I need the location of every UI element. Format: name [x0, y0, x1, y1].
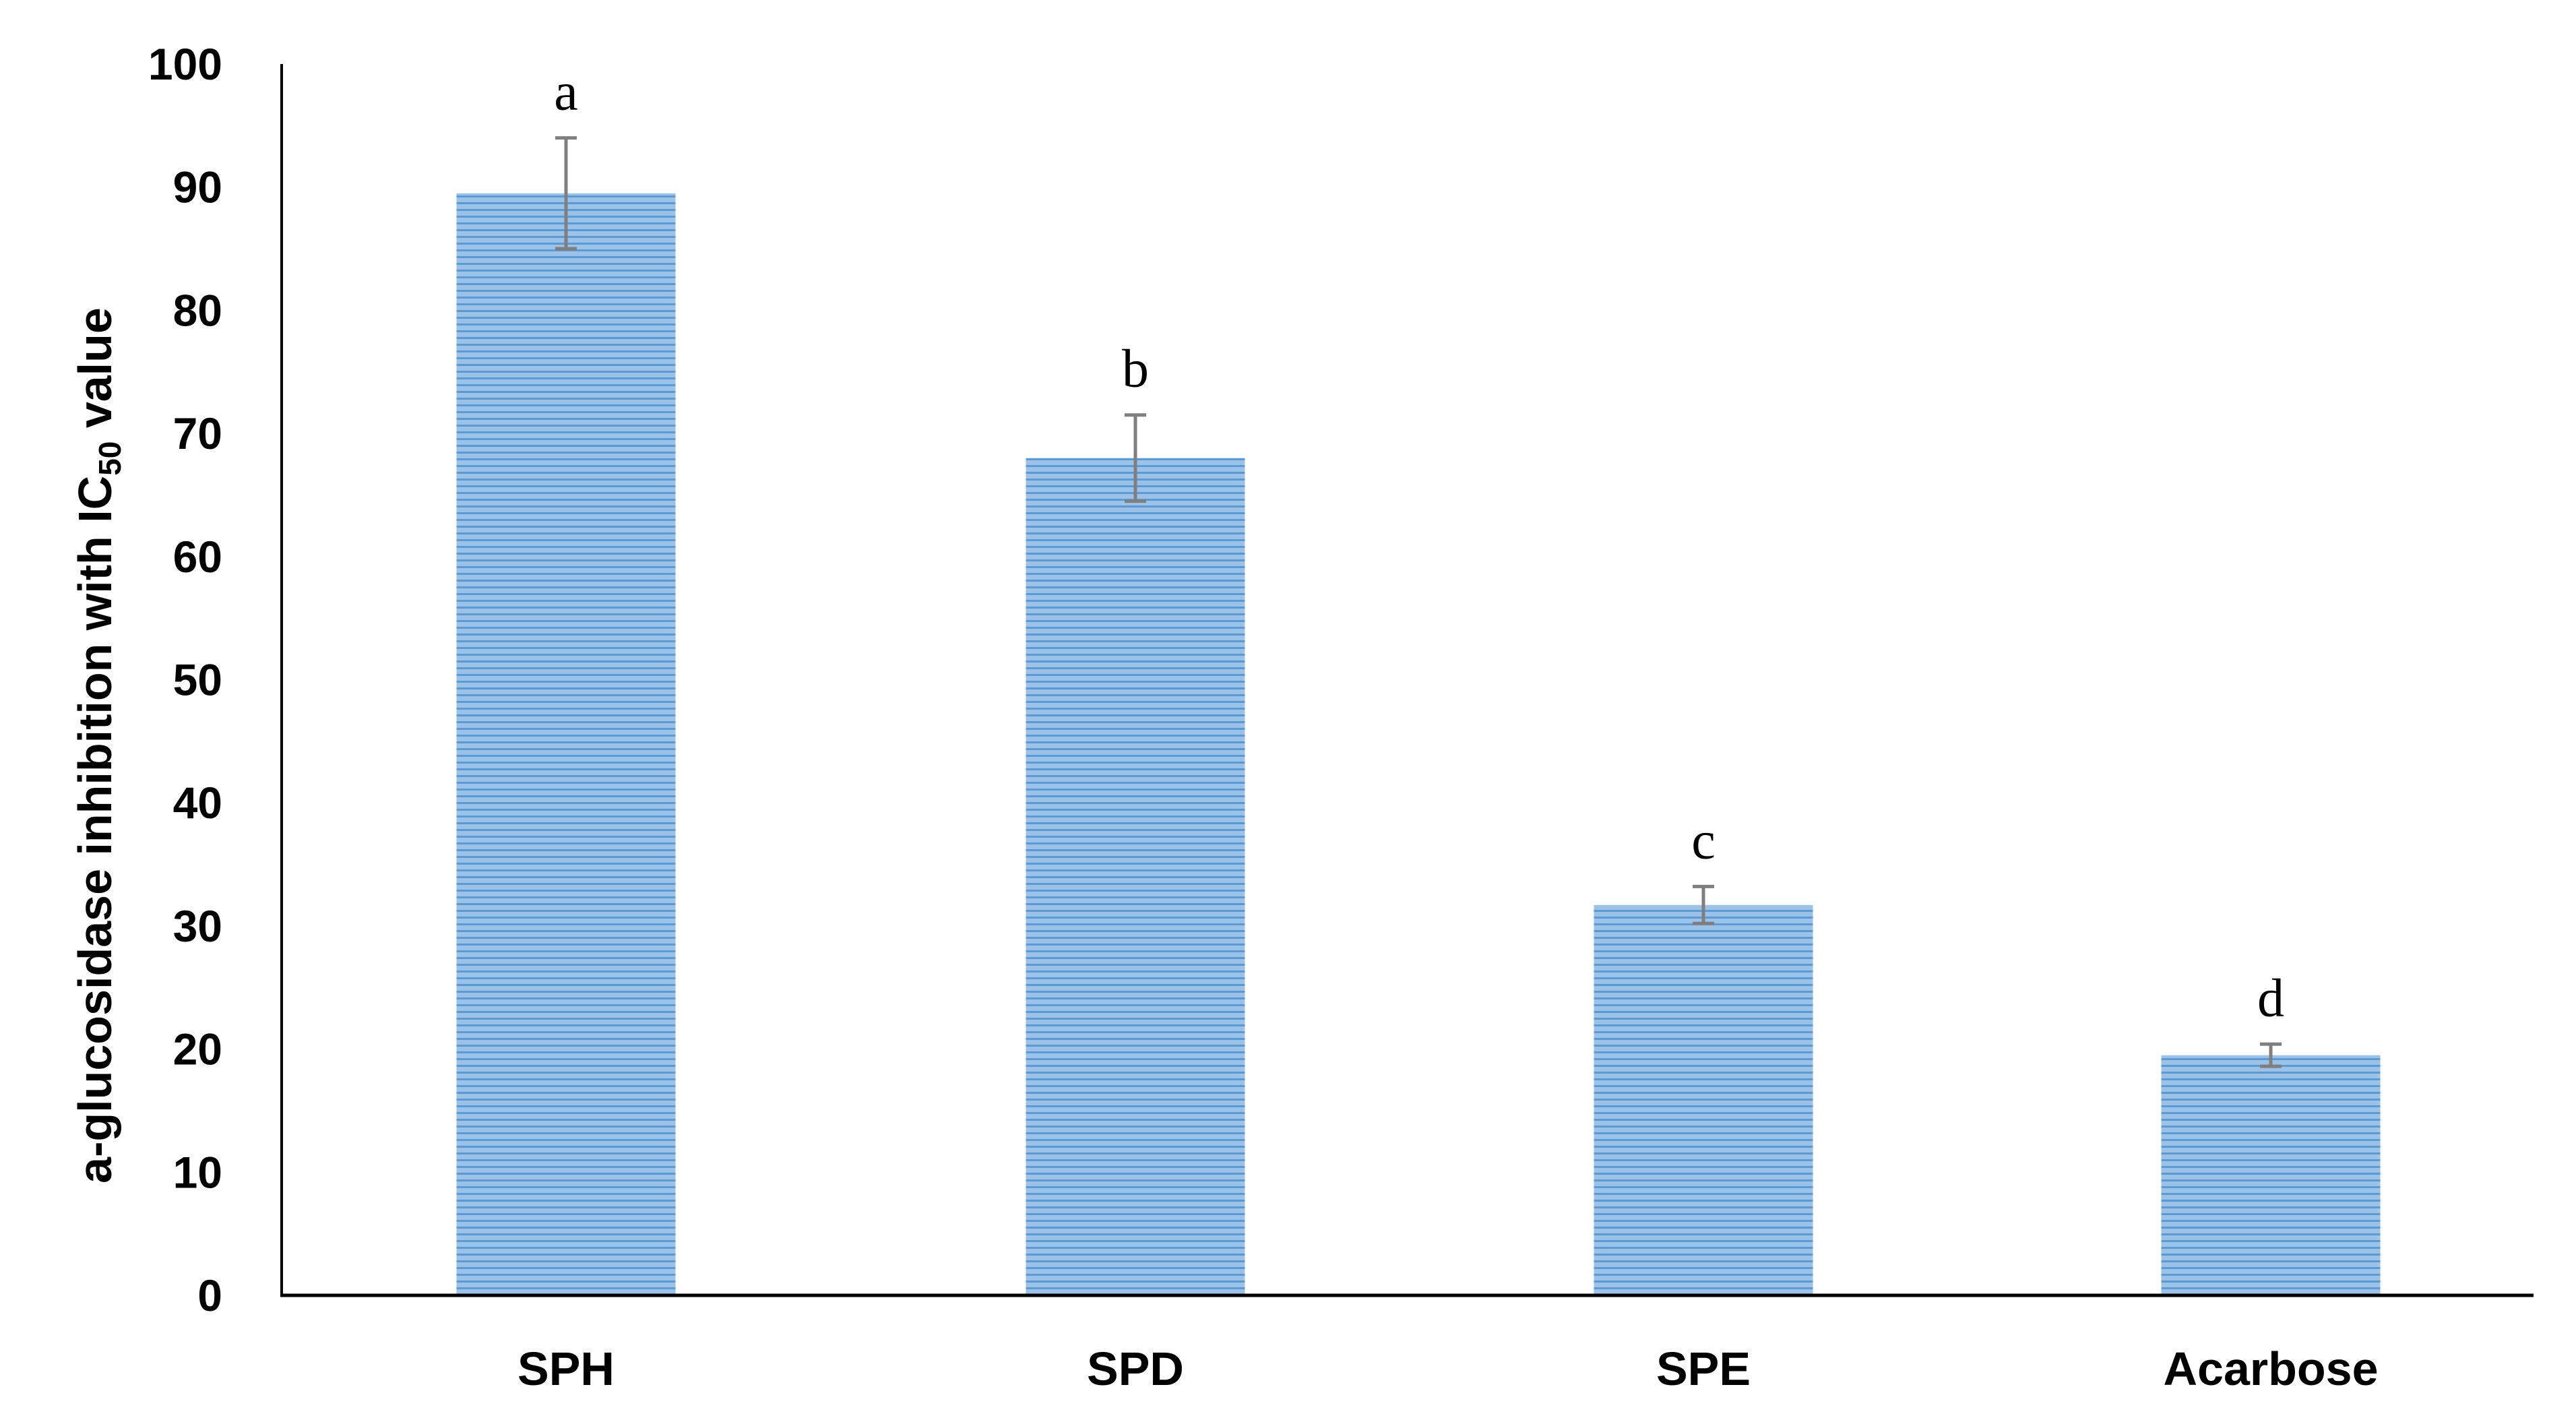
y-tick-label: 0 [197, 1270, 222, 1320]
y-tick-label: 40 [173, 778, 222, 828]
bar [2161, 1055, 2381, 1295]
significance-label: b [1122, 340, 1149, 399]
error-bar [2260, 1042, 2282, 1068]
error-bar [1693, 884, 1714, 925]
y-tick-label: 10 [173, 1147, 222, 1197]
x-category-label: SPE [1656, 1343, 1751, 1395]
y-tick-label: 30 [173, 901, 222, 951]
significance-label: c [1691, 811, 1716, 870]
y-axis-ticks: 0 10 20 30 40 50 60 70 80 90 100 [148, 39, 222, 1320]
error-bar [555, 136, 577, 251]
y-tick-label: 70 [173, 408, 222, 458]
y-tick-label: 80 [173, 285, 222, 335]
significance-label: d [2257, 968, 2284, 1028]
x-axis-categories: SPH SPD SPE Acarbose [517, 1343, 2378, 1395]
significance-labels: a b c d [554, 63, 2284, 1028]
y-tick-label: 90 [173, 162, 222, 212]
bar [1594, 904, 1813, 1295]
bar [456, 193, 676, 1296]
y-axis-title: a-glucosidase inhibition with IC50 value [69, 307, 127, 1183]
y-tick-label: 100 [148, 39, 222, 89]
error-bar [1125, 413, 1146, 503]
bar [1026, 458, 1245, 1295]
x-category-label: Acarbose [2163, 1343, 2378, 1395]
x-category-label: SPH [517, 1343, 615, 1395]
bars [456, 193, 2381, 1296]
y-tick-label: 60 [173, 532, 222, 582]
y-axis-title-suffix: value [69, 307, 121, 441]
x-category-label: SPD [1087, 1343, 1184, 1395]
significance-label: a [554, 63, 578, 122]
y-axis-title-subscript: 50 [92, 441, 127, 476]
y-tick-label: 50 [173, 655, 222, 705]
error-bars [555, 136, 2282, 1068]
y-tick-label: 20 [173, 1024, 222, 1074]
y-axis-title-prefix: a-glucosidase inhibition with IC [69, 476, 121, 1183]
